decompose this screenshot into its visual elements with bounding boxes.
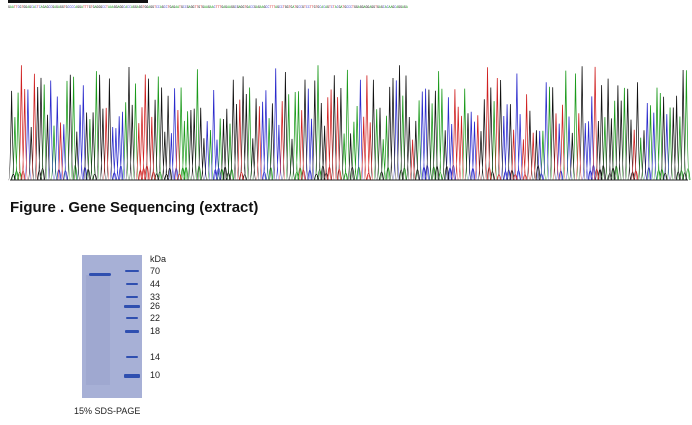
marker-label: 44: [150, 279, 161, 289]
marker-band: [125, 330, 139, 333]
figure-caption: Figure . Gene Sequencing (extract): [10, 199, 259, 216]
marker-label: 26: [150, 301, 161, 311]
marker-band: [126, 296, 138, 298]
trace-G: [8, 65, 688, 181]
sample-band: [89, 273, 111, 276]
marker-label: 14: [150, 352, 161, 362]
marker-band: [125, 270, 139, 272]
marker-label: 33: [150, 292, 161, 302]
sequence-text: GAATTCGTGGAGCACTCAGAGCCGAGAGGTGCCCCAGGAT…: [8, 5, 408, 9]
trace-T: [18, 65, 639, 181]
trace-A: [11, 65, 691, 181]
marker-label: 18: [150, 326, 161, 336]
marker-label: 70: [150, 266, 161, 276]
marker-label: 10: [150, 370, 161, 380]
sample-lane-smear: [86, 275, 110, 385]
chromatogram-trace: [8, 65, 691, 181]
marker-band: [124, 374, 140, 378]
marker-band: [126, 356, 138, 358]
marker-label: 22: [150, 313, 161, 323]
marker-band: [124, 305, 140, 308]
marker-band: [126, 317, 138, 319]
header-border: [8, 0, 148, 3]
gel-image: [82, 255, 142, 398]
marker-band: [126, 283, 138, 285]
kda-unit-label: kDa: [150, 254, 167, 264]
sds-page-gel-figure: kDa 70 44 33 26 22 18 14 10 15% SDS-PAGE: [70, 250, 190, 420]
gel-caption: 15% SDS-PAGE: [74, 406, 141, 416]
